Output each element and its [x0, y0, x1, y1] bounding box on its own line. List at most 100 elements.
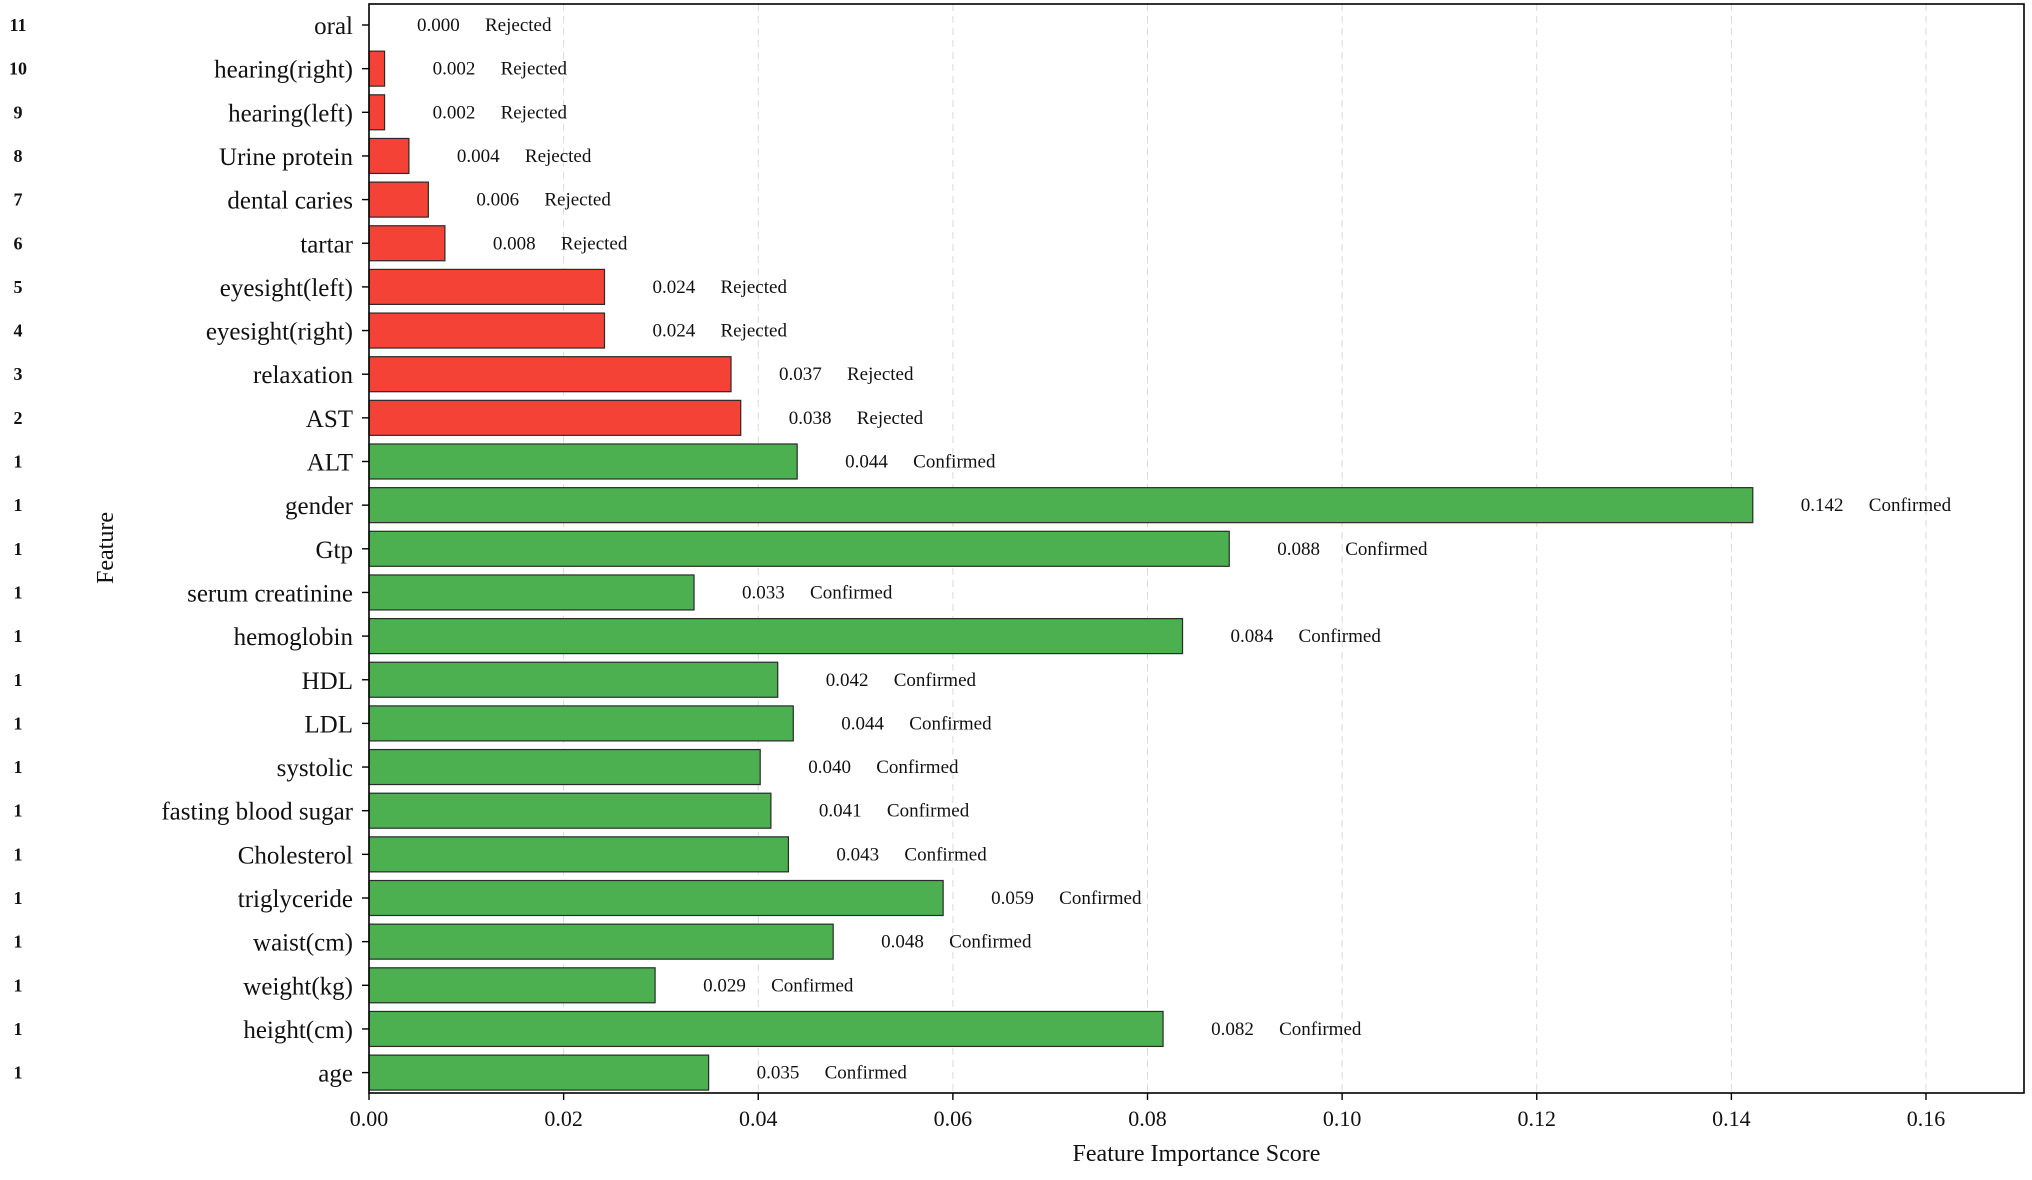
value-label: 0.000 [417, 15, 460, 36]
status-label: Confirmed [771, 975, 854, 996]
feature-label: ALT [307, 450, 353, 477]
bar-confirmed [368, 792, 772, 829]
x-tick-label: 0.08 [1128, 1106, 1167, 1131]
value-label: 0.024 [652, 321, 695, 342]
status-label: Rejected [544, 190, 611, 211]
bar-confirmed [368, 836, 790, 873]
status-label: Rejected [485, 15, 552, 36]
feature-label: triglyceride [238, 886, 353, 913]
bar-confirmed [368, 879, 944, 917]
feature-label: oral [314, 13, 353, 40]
status-label: Confirmed [913, 452, 996, 473]
bar-confirmed [368, 574, 695, 611]
status-label: Confirmed [894, 670, 977, 691]
rank-label: 1 [14, 582, 23, 602]
feature-label: age [318, 1061, 353, 1088]
rank-label: 1 [14, 757, 23, 777]
status-label: Confirmed [904, 844, 987, 865]
value-label: 0.044 [845, 452, 888, 473]
bar-confirmed [368, 1054, 710, 1091]
value-label: 0.037 [779, 364, 822, 385]
rank-label: 9 [14, 102, 23, 122]
value-label: 0.142 [1801, 495, 1844, 516]
status-label: Rejected [501, 102, 568, 123]
feature-label: HDL [302, 668, 353, 695]
feature-label: height(cm) [243, 1017, 353, 1044]
feature-label: relaxation [253, 362, 353, 389]
feature-label: LDL [304, 711, 353, 738]
x-tick-label: 0.00 [350, 1106, 389, 1131]
feature-label: eyesight(left) [220, 275, 353, 302]
feature-label: hearing(left) [228, 100, 353, 127]
bars [368, 50, 1754, 1091]
feature-label: waist(cm) [253, 930, 353, 957]
value-label: 0.088 [1277, 539, 1320, 560]
status-label: Confirmed [909, 713, 992, 734]
feature-label: Urine protein [219, 144, 353, 171]
x-tick-label: 0.12 [1518, 1106, 1557, 1131]
value-label: 0.082 [1211, 1019, 1254, 1040]
value-label: 0.043 [836, 844, 879, 865]
feature-label: hearing(right) [214, 57, 353, 84]
bar-confirmed [368, 617, 1184, 655]
rank-label: 10 [9, 59, 27, 79]
x-axis-ticks: 0.00 0.02 0.04 0.06 0.08 0.10 0.12 0.14 0.16 [350, 1093, 1946, 1131]
value-label: 0.059 [991, 888, 1034, 909]
status-label: Confirmed [887, 801, 970, 822]
status-label: Rejected [561, 233, 628, 254]
value-label: 0.024 [652, 277, 695, 298]
value-label: 0.038 [789, 408, 832, 429]
status-label: Rejected [847, 364, 914, 385]
status-label: Rejected [525, 146, 592, 167]
rank-label: 1 [14, 626, 23, 646]
status-label: Confirmed [1299, 626, 1382, 647]
bar-rejected [368, 399, 742, 436]
status-label: Confirmed [876, 757, 959, 778]
x-axis-title: Feature Importance Score [1073, 1141, 1321, 1167]
status-label: Confirmed [1279, 1019, 1362, 1040]
rank-label: 2 [14, 408, 23, 428]
feature-label: eyesight(right) [206, 319, 353, 346]
status-label: Rejected [720, 277, 787, 298]
status-label: Confirmed [1345, 539, 1428, 560]
feature-label: Gtp [316, 537, 354, 564]
bar-confirmed [368, 661, 779, 698]
x-tick-label: 0.16 [1907, 1106, 1946, 1131]
status-label: Rejected [720, 321, 787, 342]
rank-label: 1 [14, 844, 23, 864]
rank-label: 1 [14, 1063, 23, 1083]
status-label: Confirmed [1059, 888, 1142, 909]
bar-confirmed [368, 923, 834, 960]
bar-rejected [368, 94, 386, 131]
rank-label: 4 [14, 321, 23, 341]
value-label: 0.035 [757, 1063, 800, 1084]
feature-label: Cholesterol [238, 842, 353, 869]
value-label: 0.041 [819, 801, 862, 822]
rank-label: 1 [14, 1019, 23, 1039]
bar-confirmed [368, 748, 761, 786]
rank-label: 11 [9, 15, 26, 35]
rank-label: 5 [14, 277, 23, 297]
y-axis-title: Feature [93, 512, 119, 584]
x-tick-label: 0.02 [544, 1106, 583, 1131]
rank-label: 1 [14, 713, 23, 733]
value-label: 0.002 [433, 102, 476, 123]
rank-label: 1 [14, 932, 23, 952]
feature-label: systolic [277, 755, 353, 782]
value-label: 0.048 [881, 932, 924, 953]
bar-rejected [368, 356, 732, 393]
bar-confirmed [368, 1010, 1164, 1048]
status-label: Rejected [857, 408, 924, 429]
value-label: 0.002 [433, 59, 476, 80]
x-tick-label: 0.06 [934, 1106, 973, 1131]
bar-confirmed [368, 530, 1230, 567]
rank-label: 1 [14, 801, 23, 821]
bar-confirmed [368, 443, 798, 480]
value-label: 0.040 [808, 757, 851, 778]
status-label: Confirmed [810, 582, 893, 603]
value-label: 0.044 [841, 713, 884, 734]
feature-label: tartar [300, 231, 353, 258]
rank-label: 7 [14, 190, 23, 210]
value-label: 0.042 [826, 670, 869, 691]
